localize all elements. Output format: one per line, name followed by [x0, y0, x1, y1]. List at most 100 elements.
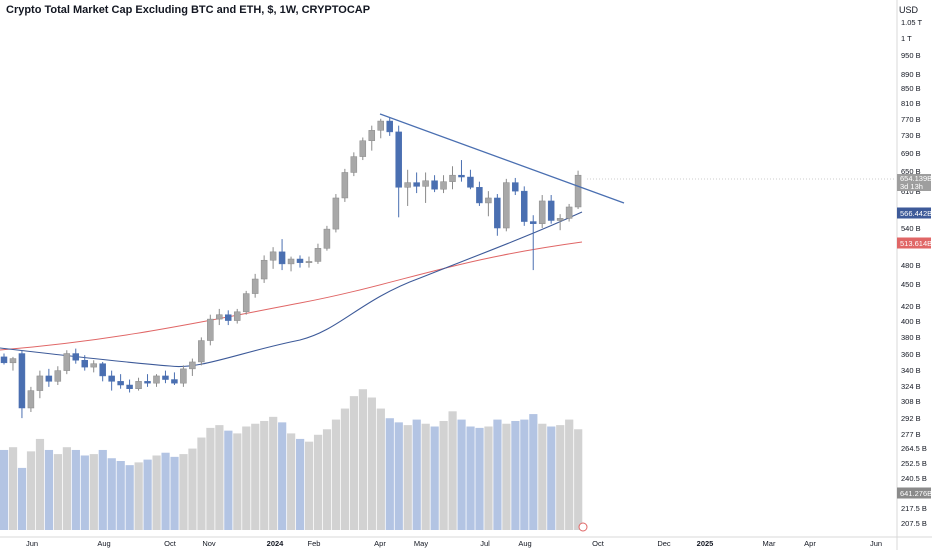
candle — [440, 175, 447, 194]
volume-bar — [242, 426, 251, 530]
volume-bar — [448, 411, 457, 530]
x-tick-label: Nov — [202, 539, 216, 548]
candle — [395, 125, 402, 218]
candle — [565, 203, 573, 222]
y-tick-label: 420 B — [901, 302, 921, 311]
volume-bar — [143, 459, 152, 530]
volume-bar — [394, 422, 403, 530]
volume-bar — [313, 434, 323, 530]
volume-bar — [17, 467, 27, 530]
y-tick-label: 380 B — [901, 333, 921, 342]
x-tick-label: May — [414, 539, 428, 548]
volume-bar — [53, 454, 63, 530]
candle — [476, 181, 483, 206]
volume-bar — [26, 451, 36, 530]
x-tick-label: Apr — [374, 539, 386, 548]
volume-bar — [0, 449, 9, 530]
candle — [99, 361, 106, 382]
candle — [278, 239, 286, 271]
y-tick-label: 264.5 B — [901, 444, 927, 453]
candlesticks — [0, 118, 582, 419]
x-tick-label: Jun — [26, 539, 38, 548]
y-tick-label: 207.5 B — [901, 519, 927, 528]
candle — [180, 365, 187, 387]
svg-text:566.442B: 566.442B — [900, 209, 932, 218]
volume-bar — [385, 418, 394, 530]
chart-title: Crypto Total Market Cap Excluding BTC an… — [6, 4, 371, 16]
svg-text:513.614B: 513.614B — [900, 239, 932, 248]
candle — [27, 386, 35, 413]
volume-bar — [251, 423, 260, 530]
volume-bar — [520, 419, 529, 530]
y-tick-label: 770 B — [901, 115, 921, 124]
volume-bar — [152, 455, 161, 530]
volume-bar — [179, 454, 188, 530]
volume-bar — [421, 423, 430, 530]
volume-bar — [35, 438, 45, 530]
event-marker-icon[interactable] — [578, 522, 588, 532]
volume-bar — [197, 437, 206, 530]
y-tick-label: 450 B — [901, 280, 921, 289]
candle — [431, 175, 438, 193]
x-tick-label: 2025 — [697, 539, 714, 548]
y-tick-label: 252.5 B — [901, 459, 927, 468]
volume-bar — [367, 397, 376, 530]
candle — [503, 178, 510, 232]
x-tick-label: Mar — [763, 539, 776, 548]
volume-bar — [466, 426, 475, 530]
candle — [341, 168, 349, 202]
candle — [126, 379, 133, 393]
volume-bar — [556, 425, 565, 530]
y-tick-label: 950 B — [901, 51, 921, 60]
volume-bar — [304, 441, 314, 530]
candle — [368, 125, 376, 151]
candle — [467, 169, 474, 190]
candle — [207, 314, 214, 346]
candle — [108, 370, 115, 391]
candle — [305, 256, 313, 268]
volume-bar — [547, 426, 556, 530]
candle — [36, 370, 44, 399]
volume-bar — [71, 449, 80, 530]
y-tick-label: 292 B — [901, 414, 921, 423]
candle — [538, 195, 546, 229]
volume-bar — [125, 465, 134, 530]
candle — [296, 255, 304, 268]
y-tick-label: 730 B — [901, 131, 921, 140]
candle — [314, 243, 322, 264]
descending-trendline — [379, 113, 625, 204]
volume-bar — [296, 438, 305, 530]
volume-bar — [233, 433, 242, 530]
candle — [171, 372, 178, 386]
volume-bar — [538, 423, 547, 530]
volume-bar — [565, 419, 574, 530]
candle — [233, 308, 241, 324]
y-tick-label: 308 B — [901, 397, 921, 406]
volume-bar — [358, 389, 367, 530]
volume-bar — [80, 455, 89, 530]
volume-bar — [62, 447, 71, 530]
y-tick-label: 360 B — [901, 350, 921, 359]
candle — [359, 137, 367, 161]
x-tick-label: 2024 — [267, 539, 285, 548]
volume-bar — [89, 454, 98, 530]
candle — [386, 118, 393, 136]
volume-bar — [260, 420, 269, 530]
y-tick-label: 240.5 B — [901, 474, 927, 483]
candle — [260, 255, 268, 283]
y-tick-label: 340 B — [901, 366, 921, 375]
y-tick-label: 610 B — [901, 187, 921, 196]
currency-label[interactable]: USD — [898, 5, 918, 15]
x-tick-label: Oct — [592, 539, 605, 548]
candle — [422, 172, 429, 203]
candle — [574, 170, 582, 210]
volume-bar — [430, 426, 439, 530]
volume-bar — [439, 420, 448, 530]
ma-blue-price-tag: 566.442B — [897, 207, 932, 219]
candle — [529, 215, 537, 271]
candle — [269, 247, 277, 269]
volume-bar — [215, 425, 224, 530]
